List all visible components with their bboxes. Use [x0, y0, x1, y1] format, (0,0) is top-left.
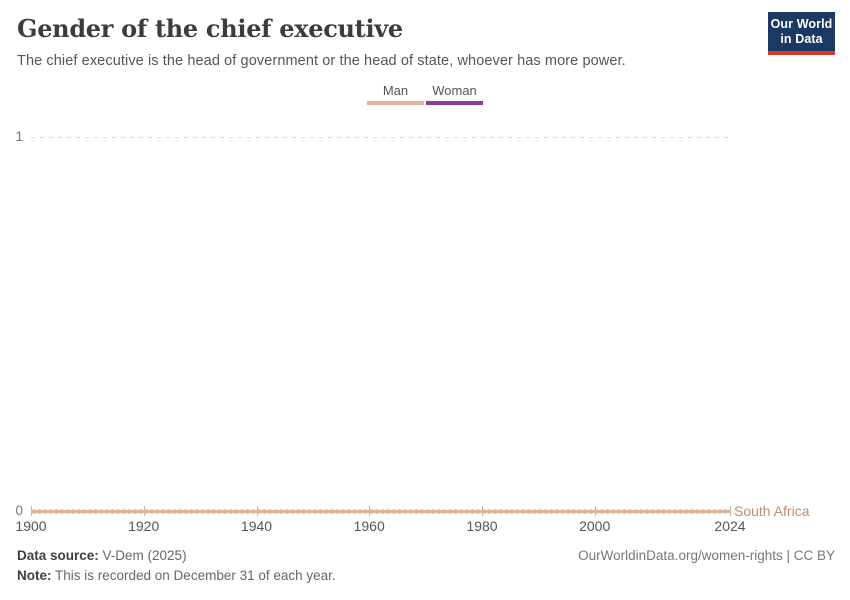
- x-tick-2024: [730, 506, 731, 516]
- legend-label: Man: [382, 83, 409, 98]
- x-tick-1920: [143, 506, 145, 516]
- series-line-south-africa: [31, 508, 731, 515]
- legend-label: Woman: [432, 83, 477, 98]
- page-title: Gender of the chief executive: [17, 14, 403, 43]
- legend-item-woman[interactable]: Woman: [426, 83, 483, 105]
- legend-swatch: [367, 101, 424, 105]
- x-axis-label-2000: 2000: [579, 518, 611, 534]
- legend-swatch: [426, 101, 483, 105]
- x-tick-1980: [482, 506, 483, 516]
- x-axis-label-1940: 1940: [240, 518, 273, 534]
- y-axis-label-0: 0: [15, 503, 23, 518]
- footer-note-value: This is recorded on December 31 of each …: [51, 568, 336, 583]
- x-axis-label-2024: 2024: [714, 518, 746, 534]
- footer-datasource-value: V-Dem (2025): [98, 548, 187, 563]
- footer-credit-link[interactable]: OurWorldinData.org/women-rights | CC BY: [578, 548, 835, 563]
- x-axis-label-1900: 1900: [15, 518, 47, 534]
- x-tick-1940: [256, 506, 258, 516]
- owid-logo[interactable]: Our World in Data: [768, 12, 835, 55]
- y-axis-label-1: 1: [15, 129, 23, 144]
- footer-datasource-label: Data source:: [17, 548, 99, 563]
- x-axis-label-1960: 1960: [353, 518, 385, 534]
- owid-logo-line2: in Data: [780, 32, 823, 46]
- owid-logo-line1: Our World: [770, 17, 833, 31]
- x-tick-1960: [369, 506, 371, 516]
- x-axis-label-1980: 1980: [466, 518, 498, 534]
- x-axis-label-1920: 1920: [128, 518, 160, 534]
- chart-subtitle: The chief executive is the head of gover…: [17, 53, 626, 69]
- legend-item-man[interactable]: Man: [367, 83, 424, 105]
- x-tick-2000: [594, 506, 596, 516]
- entity-label: South Africa: [734, 503, 810, 519]
- footer-note: Note: This is recorded on December 31 of…: [17, 568, 336, 583]
- x-tick-1900: [31, 506, 32, 516]
- gridline-y1: [31, 137, 730, 138]
- footer-note-label: Note:: [17, 568, 52, 583]
- footer-datasource: Data source: V-Dem (2025): [17, 548, 187, 563]
- legend: Man Woman: [0, 83, 850, 105]
